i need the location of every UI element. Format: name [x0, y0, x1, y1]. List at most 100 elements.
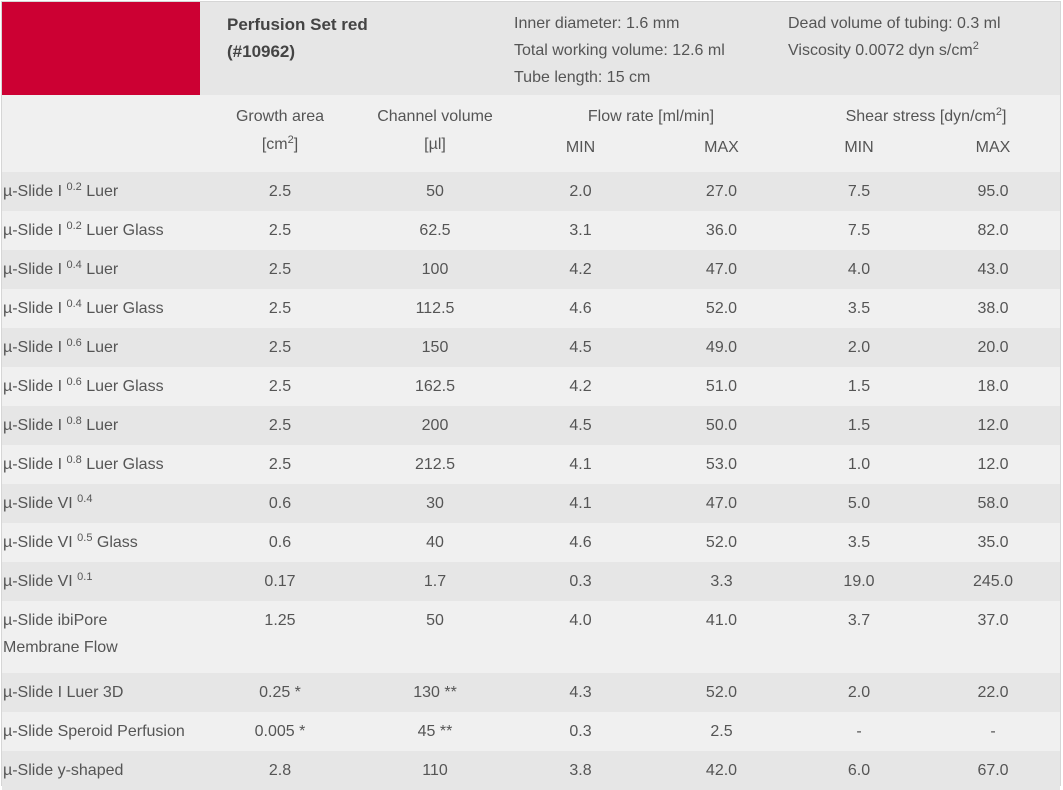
channel-volume-cell: 112.5 — [415, 299, 455, 317]
slide-name-text: µ-Slide VI — [3, 572, 78, 590]
slide-name-suffix: Luer Glass — [81, 299, 164, 317]
slide-name-suffix: Luer Glass — [81, 455, 164, 473]
table-body: µ-Slide I 0.2 Luer 2.5 50 2.0 27.0 7.5 95.0 µ-S… — [2, 172, 1061, 790]
shear-end: ] — [1001, 108, 1007, 125]
slide-name-sup: 0.1 — [77, 570, 93, 583]
dead-volume: Dead volume of tubing: 0.3 ml — [788, 15, 1001, 32]
slide-name-suffix: Luer — [81, 416, 119, 434]
slide-name: µ-Slide VI 0.4 — [2, 484, 200, 523]
shear-min-cell: 7.5 — [847, 221, 871, 239]
table-row: µ-Slide I 0.6 Luer 2.5 150 4.5 49.0 2.0 20.0 — [2, 328, 1061, 367]
growth-area-cell: 2.5 — [268, 416, 292, 434]
growth-area-cell: 0.25 * — [259, 683, 301, 701]
flow-min-cell: 4.0 — [569, 612, 592, 629]
flow-max-cell: 50.0 — [705, 416, 738, 434]
header-flow-rate: Flow rate [ml/min] MIN MAX — [510, 95, 792, 172]
shear-text: Shear stress [dyn/cm — [845, 108, 996, 125]
slide-name: µ-Slide I 0.6 Luer Glass — [2, 367, 200, 406]
flow-rate-label: Flow rate [ml/min] — [587, 108, 715, 125]
unit-sup: 2 — [287, 134, 294, 146]
header-row: Growth area [cm2] Channel volume [µl] Flow… — [2, 95, 1061, 172]
growth-area-cell: 2.5 — [268, 455, 292, 473]
total-working-volume: Total working volume: 12.6 ml — [514, 42, 725, 59]
shear-min-cell: 5.0 — [847, 494, 871, 512]
flow-max-cell: 49.0 — [705, 338, 738, 356]
slide-name-text: µ-Slide ibiPore Membrane Flow — [3, 612, 118, 656]
slide-name-sup: 0.8 — [66, 414, 82, 427]
flow-max-cell: 52.0 — [705, 683, 738, 701]
flow-max-cell: 47.0 — [705, 494, 738, 512]
flow-min-cell: 4.5 — [569, 416, 592, 434]
product-name: Perfusion Set red — [227, 15, 368, 34]
shear-max-cell: 245.0 — [972, 572, 1014, 590]
shear-min-cell: 3.5 — [847, 299, 871, 317]
viscosity: Viscosity 0.0072 dyn s/cm2 — [788, 37, 1001, 64]
flow-min-cell: 0.3 — [569, 722, 592, 740]
specs-column-1: Inner diameter: 1.6 mm Total working vol… — [514, 2, 788, 95]
product-color-swatch — [2, 2, 200, 95]
table-row: µ-Slide VI 0.1 0.17 1.7 0.3 3.3 19.0 245.0 — [2, 562, 1061, 601]
shear-min-cell: 2.0 — [847, 338, 871, 356]
channel-volume-cell: 212.5 — [414, 455, 456, 473]
slide-name-text: µ-Slide VI — [3, 533, 78, 551]
flow-min-cell: 3.8 — [569, 761, 592, 779]
slide-name-sup: 0.2 — [66, 219, 82, 232]
flow-min-cell: 4.1 — [569, 455, 592, 473]
slide-name-suffix: Luer — [81, 260, 119, 278]
growth-area-cell: 2.5 — [268, 338, 292, 356]
table-row: µ-Slide I Luer 3D 0.25 * 130 ** 4.3 52.0 2.0 2… — [2, 673, 1061, 712]
slide-name-text: µ-Slide VI — [3, 494, 78, 512]
table-row: µ-Slide I 0.4 Luer Glass 2.5 112.5 4.6 52.0 3… — [2, 289, 1061, 328]
slide-name-text: µ-Slide I Luer 3D — [3, 683, 124, 701]
slide-name: µ-Slide I 0.4 Luer Glass — [2, 289, 200, 328]
flow-min-cell: 4.6 — [569, 533, 592, 551]
slide-name: µ-Slide I 0.2 Luer Glass — [2, 211, 200, 250]
slide-name: µ-Slide I Luer 3D — [2, 673, 200, 712]
flow-max-cell: 47.0 — [705, 260, 738, 278]
shear-min-cell: 7.5 — [847, 182, 871, 200]
channel-volume-cell: 50 — [426, 612, 444, 629]
flow-min-cell: 4.2 — [569, 377, 592, 395]
slide-name-suffix: Luer Glass — [81, 377, 164, 395]
header-growth-area: Growth area [cm2] — [200, 95, 360, 172]
shear-max-cell: 12.0 — [977, 416, 1009, 434]
channel-volume-cell: 150 — [421, 338, 449, 356]
slide-name-text: µ-Slide Speroid Perfusion — [3, 722, 185, 740]
flow-min-label: MIN — [565, 139, 596, 156]
shear-max-cell: 22.0 — [977, 683, 1009, 701]
table-row: µ-Slide y-shaped 2.8 110 3.8 42.0 6.0 67.0 — [2, 751, 1061, 790]
growth-area-cell: 2.5 — [268, 182, 292, 200]
shear-min-cell: 1.5 — [847, 377, 871, 395]
table-row: µ-Slide VI 0.5 Glass 0.6 40 4.6 52.0 3.5 35.0 — [2, 523, 1061, 562]
slide-name-sup: 0.6 — [66, 375, 82, 388]
unit-text: [cm — [261, 136, 288, 153]
channel-volume-cell: 30 — [426, 494, 444, 512]
shear-sup: 2 — [995, 106, 1002, 118]
shear-min-cell: 3.5 — [847, 533, 871, 551]
flow-min-cell: 4.1 — [569, 494, 592, 512]
slide-name-text: µ-Slide I — [3, 299, 67, 317]
flow-max-cell: 2.5 — [710, 722, 733, 740]
channel-volume-cell: 1.7 — [423, 572, 447, 590]
product-title: Perfusion Set red (#10962) — [200, 2, 514, 95]
shear-max-cell: 67.0 — [977, 761, 1009, 779]
flow-min-cell: 0.3 — [569, 572, 592, 590]
flow-max-cell: 52.0 — [705, 533, 738, 551]
unit-end: ] — [293, 136, 299, 153]
channel-volume-label: Channel volume — [377, 108, 493, 125]
channel-volume-cell: 130 ** — [413, 683, 457, 701]
flow-min-cell: 2.0 — [569, 182, 592, 200]
slide-name: µ-Slide I 0.4 Luer — [2, 250, 200, 289]
growth-area-cell: 2.5 — [268, 221, 292, 239]
slide-name-text: µ-Slide I — [3, 338, 67, 356]
slide-name-sup: 0.2 — [66, 180, 82, 193]
slide-name-sup: 0.6 — [66, 336, 82, 349]
shear-stress-label: Shear stress [dyn/cm2] — [792, 103, 1060, 131]
growth-area-cell: 2.5 — [268, 299, 292, 317]
table-row: µ-Slide I 0.2 Luer 2.5 50 2.0 27.0 7.5 95.0 — [2, 172, 1061, 211]
shear-max-cell: 12.0 — [977, 455, 1009, 473]
slide-name-sup: 0.4 — [77, 492, 93, 505]
slide-name-text: µ-Slide I — [3, 377, 67, 395]
shear-min-cell: 1.0 — [847, 455, 871, 473]
shear-max-cell: 38.0 — [977, 299, 1009, 317]
